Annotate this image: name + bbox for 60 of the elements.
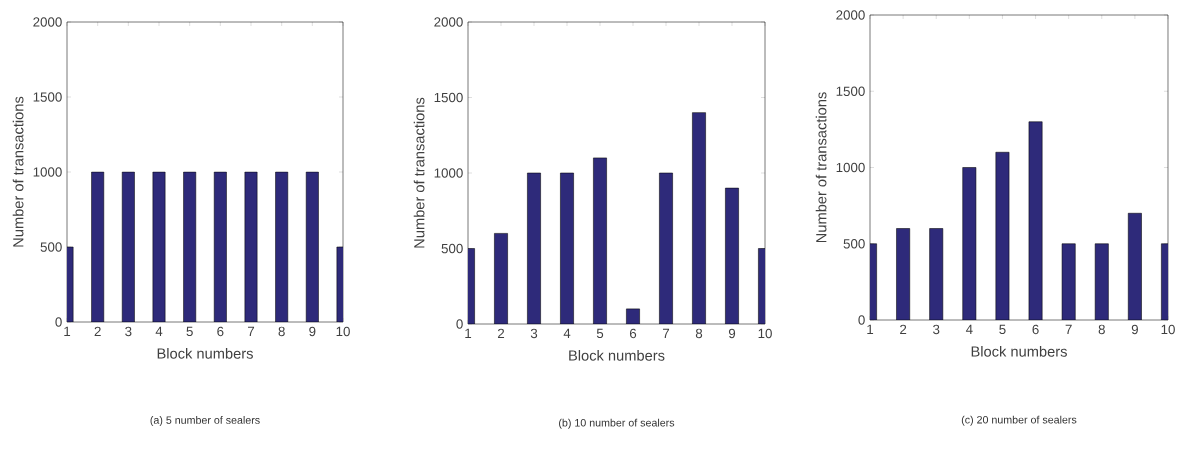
bar <box>560 172 574 324</box>
x-axis-title: Block numbers <box>971 345 1067 357</box>
y-axis-title: Number of transactions <box>413 97 425 248</box>
y-tick-label: 1000 <box>836 162 865 173</box>
x-tick-label: 4 <box>563 328 571 338</box>
y-tick-label: 1500 <box>836 86 865 96</box>
x-tick-label: 6 <box>629 328 637 339</box>
y-tick-label: 0 <box>858 315 865 325</box>
x-tick-label: 5 <box>999 324 1006 335</box>
x-tick-label: 8 <box>695 328 703 339</box>
x-tick-label: 6 <box>1032 324 1039 335</box>
text: (b) 10 number of sealers <box>559 418 675 429</box>
x-tick-label: 8 <box>1098 324 1105 335</box>
y-tick-label: 1000 <box>434 168 463 178</box>
x-tick-label: 9 <box>728 328 736 339</box>
x-tick-label: 3 <box>125 326 132 337</box>
y-tick-label: 2000 <box>434 17 463 27</box>
y-tick-label: 2000 <box>33 17 62 27</box>
x-tick-label: 9 <box>1131 324 1138 335</box>
x-tick-label: 4 <box>965 324 973 334</box>
y-tick-label: 500 <box>843 239 865 249</box>
x-tick-label: 7 <box>662 328 670 338</box>
x-tick-label: 1 <box>465 328 472 338</box>
y-tick-label: 0 <box>456 319 463 329</box>
y-tick-label: 2000 <box>836 10 865 20</box>
x-tick-label: 10 <box>336 326 350 337</box>
bar <box>659 172 673 324</box>
text: (a) 5 number of sealers <box>150 416 260 426</box>
y-tick-label: 0 <box>55 317 62 327</box>
x-tick-label: 10 <box>1161 324 1175 335</box>
x-tick-label: 1 <box>867 324 874 334</box>
x-tick-label: 1 <box>64 326 71 336</box>
x-tick-label: 6 <box>217 326 224 337</box>
x-tick-label: 5 <box>186 326 193 337</box>
x-tick-label: 2 <box>900 324 907 335</box>
x-tick-label: 7 <box>247 326 255 336</box>
y-tick-label: 1500 <box>33 92 62 102</box>
x-tick-label: 2 <box>94 326 101 337</box>
y-tick-label: 1500 <box>434 92 463 103</box>
y-tick-label: 500 <box>40 242 62 252</box>
y-tick-label: 1000 <box>33 167 62 177</box>
x-tick-label: 3 <box>933 324 940 335</box>
x-tick-label: 4 <box>155 326 163 336</box>
y-tick-label: 500 <box>441 243 463 254</box>
x-tick-label: 8 <box>278 326 285 337</box>
y-axis-title: Number of transactions <box>815 92 827 243</box>
bar <box>692 112 706 324</box>
x-tick-label: 7 <box>1065 324 1072 334</box>
bar <box>527 172 541 324</box>
x-tick-label: 10 <box>758 328 772 339</box>
x-tick-label: 9 <box>309 326 316 337</box>
bar <box>725 187 739 324</box>
x-tick-label: 3 <box>530 328 538 339</box>
y-axis-title: Number of transactions <box>12 96 24 247</box>
x-axis-title: Block numbers <box>157 347 253 359</box>
x-tick-label: 5 <box>596 328 604 339</box>
x-axis-title: Block numbers <box>569 349 665 361</box>
x-tick-label: 2 <box>497 328 505 339</box>
bar <box>593 157 607 324</box>
text: (c) 20 number of sealers <box>961 415 1077 426</box>
